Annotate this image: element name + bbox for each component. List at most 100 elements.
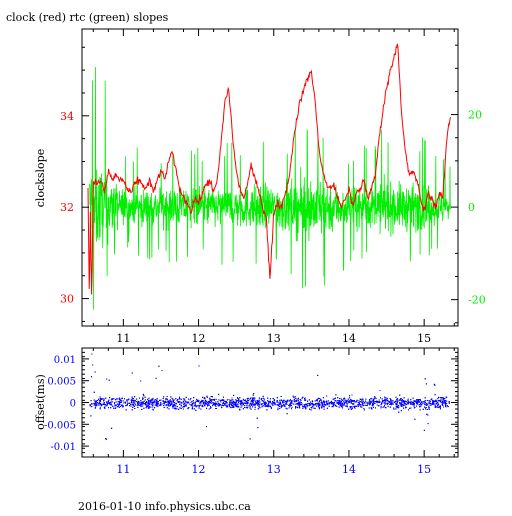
offset-point bbox=[296, 403, 297, 404]
offset-point bbox=[363, 401, 364, 402]
offset-point bbox=[171, 404, 172, 405]
offset-point bbox=[160, 403, 161, 404]
offset-point bbox=[235, 399, 236, 400]
offset-point bbox=[380, 397, 381, 398]
offset-point bbox=[296, 407, 297, 408]
offset-point bbox=[93, 403, 94, 404]
offset-point bbox=[311, 403, 312, 404]
offset-point bbox=[324, 409, 325, 410]
offset-point bbox=[98, 399, 99, 400]
offset-point bbox=[346, 400, 347, 401]
offset-point bbox=[116, 404, 117, 405]
offset-point bbox=[332, 402, 333, 403]
offset-point bbox=[435, 394, 436, 395]
offset-point bbox=[135, 404, 136, 405]
offset-point bbox=[92, 365, 93, 366]
offset-point bbox=[389, 404, 390, 405]
chart-title: clock (red) rtc (green) slopes bbox=[6, 11, 169, 24]
offset-point bbox=[95, 404, 96, 405]
offset-point bbox=[104, 408, 105, 409]
offset-point bbox=[427, 415, 428, 416]
offset-point bbox=[331, 403, 332, 404]
offset-point bbox=[250, 438, 251, 439]
offset-point bbox=[410, 402, 411, 403]
offset-point bbox=[372, 405, 373, 406]
offset-point bbox=[286, 402, 287, 403]
offset-point bbox=[96, 404, 97, 405]
offset-point bbox=[200, 402, 201, 403]
offset-point bbox=[300, 402, 301, 403]
offset-point bbox=[257, 403, 258, 404]
offset-point bbox=[251, 405, 252, 406]
offset-point bbox=[218, 405, 219, 406]
offset-point bbox=[438, 397, 439, 398]
offset-point bbox=[390, 398, 391, 399]
offset-point bbox=[200, 401, 201, 402]
offset-point bbox=[426, 404, 427, 405]
offset-point bbox=[241, 407, 242, 408]
offset-point bbox=[387, 398, 388, 399]
offset-point bbox=[174, 402, 175, 403]
offset-point bbox=[103, 400, 104, 401]
offset-point bbox=[132, 397, 133, 398]
offset-point bbox=[170, 396, 171, 397]
offset-point bbox=[199, 408, 200, 409]
offset-point bbox=[342, 407, 343, 408]
offset-point bbox=[233, 404, 234, 405]
offset-point bbox=[146, 406, 147, 407]
offset-point bbox=[203, 400, 204, 401]
offset-point bbox=[388, 406, 389, 407]
offset-point bbox=[425, 397, 426, 398]
offset-point bbox=[435, 405, 436, 406]
offset-point bbox=[138, 404, 139, 405]
offset-point bbox=[385, 404, 386, 405]
offset-point bbox=[256, 402, 257, 403]
offset-point bbox=[418, 401, 419, 402]
offset-point bbox=[158, 401, 159, 402]
offset-point bbox=[238, 400, 239, 401]
offset-point bbox=[118, 401, 119, 402]
offset-point bbox=[132, 404, 133, 405]
clockslope-tick-label: 34 bbox=[60, 110, 74, 123]
offset-point bbox=[350, 407, 351, 408]
offset-point bbox=[143, 395, 144, 396]
offset-point bbox=[255, 407, 256, 408]
offset-point bbox=[186, 406, 187, 407]
offset-point bbox=[172, 398, 173, 399]
offset-point bbox=[245, 400, 246, 401]
offset-point bbox=[193, 397, 194, 398]
offset-point bbox=[235, 405, 236, 406]
offset-point bbox=[408, 409, 409, 410]
offset-point bbox=[283, 402, 284, 403]
offset-point bbox=[287, 400, 288, 401]
offset-point bbox=[287, 401, 288, 402]
offset-point bbox=[253, 397, 254, 398]
offset-point bbox=[407, 400, 408, 401]
offset-point bbox=[148, 406, 149, 407]
offset-point bbox=[360, 399, 361, 400]
offset-point bbox=[179, 404, 180, 405]
offset-point bbox=[163, 398, 164, 399]
offset-point bbox=[221, 407, 222, 408]
offset-point bbox=[109, 404, 110, 405]
offset-point bbox=[112, 399, 113, 400]
offset-point bbox=[334, 404, 335, 405]
offset-point bbox=[184, 400, 185, 401]
offset-point bbox=[427, 400, 428, 401]
offset-point bbox=[191, 401, 192, 402]
offset-point bbox=[221, 400, 222, 401]
offset-point bbox=[358, 406, 359, 407]
clock-series bbox=[88, 44, 451, 295]
offset-point bbox=[442, 400, 443, 401]
offset-point bbox=[415, 401, 416, 402]
offset-point bbox=[360, 401, 361, 402]
offset-point bbox=[294, 401, 295, 402]
offset-point bbox=[430, 405, 431, 406]
offset-point bbox=[443, 407, 444, 408]
offset-point bbox=[200, 402, 201, 403]
offset-point bbox=[154, 402, 155, 403]
offset-point bbox=[223, 400, 224, 401]
offset-point bbox=[247, 404, 248, 405]
offset-point bbox=[130, 406, 131, 407]
offset-point bbox=[329, 406, 330, 407]
